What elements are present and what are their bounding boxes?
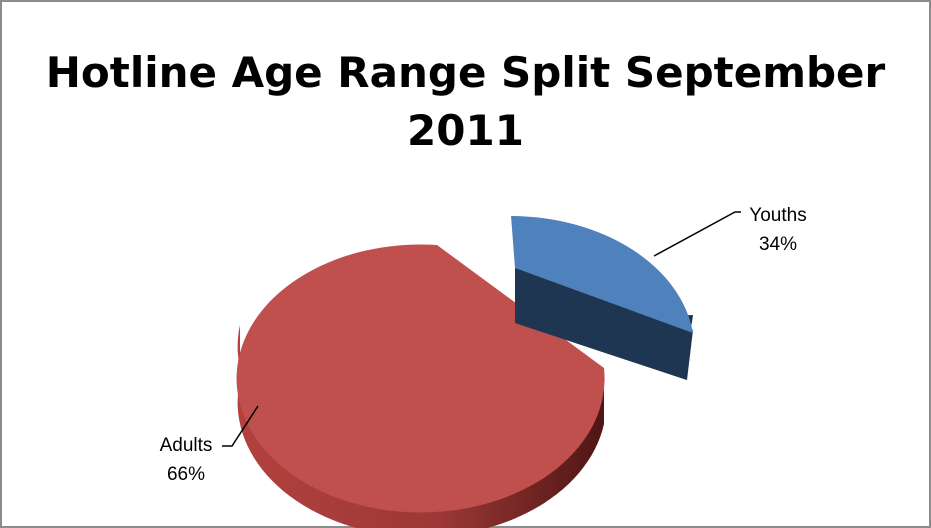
chart-title-line-2: 2011 <box>407 106 524 155</box>
youths-label: Youths <box>749 205 806 226</box>
chart-title-line-1: Hotline Age Range Split September <box>45 48 886 97</box>
slice-youths-top <box>511 216 693 333</box>
adults-label: Adults <box>160 435 213 456</box>
slice-adults-top <box>236 244 605 513</box>
chart-title: Hotline Age Range Split September 2011 <box>2 44 929 160</box>
slice-adults <box>236 244 605 528</box>
adults-percent: 66% <box>167 464 205 485</box>
youths-percent: 34% <box>759 234 797 255</box>
slice-youths <box>511 216 693 380</box>
youths-leader-line <box>653 211 741 257</box>
adults-leader-line <box>222 405 259 447</box>
slice-youths-front <box>515 265 693 380</box>
